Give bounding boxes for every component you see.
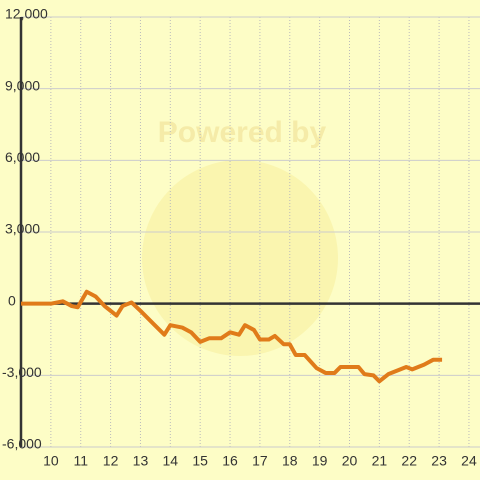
data-line	[21, 289, 443, 384]
y-tick-label: 9,000	[5, 77, 40, 93]
watermark: Powered by	[158, 116, 327, 149]
x-tick-label: 22	[401, 453, 417, 469]
x-tick-label: 11	[73, 453, 88, 469]
y-tick-label: 6,000	[5, 149, 40, 165]
x-tick-label: 20	[342, 453, 358, 469]
x-tick-label: 13	[133, 453, 149, 469]
x-tick-label: 17	[252, 453, 268, 469]
x-tick-label: 21	[372, 453, 388, 469]
watermark-logo	[142, 160, 338, 356]
y-tick-label: 0	[8, 292, 16, 308]
x-tick-label: 18	[282, 453, 298, 469]
x-tick-label: 10	[43, 453, 59, 469]
y-tick-label: 12,000	[5, 6, 48, 22]
x-tick-label: 15	[192, 453, 208, 469]
x-tick-label: 19	[312, 453, 328, 469]
x-tick-label: 24	[461, 453, 477, 469]
x-tick-label: 14	[163, 453, 179, 469]
x-tick-label: 23	[431, 453, 447, 469]
x-tick-label: 16	[222, 453, 238, 469]
x-tick-label: 12	[103, 453, 119, 469]
y-tick-label: 3,000	[5, 221, 40, 237]
